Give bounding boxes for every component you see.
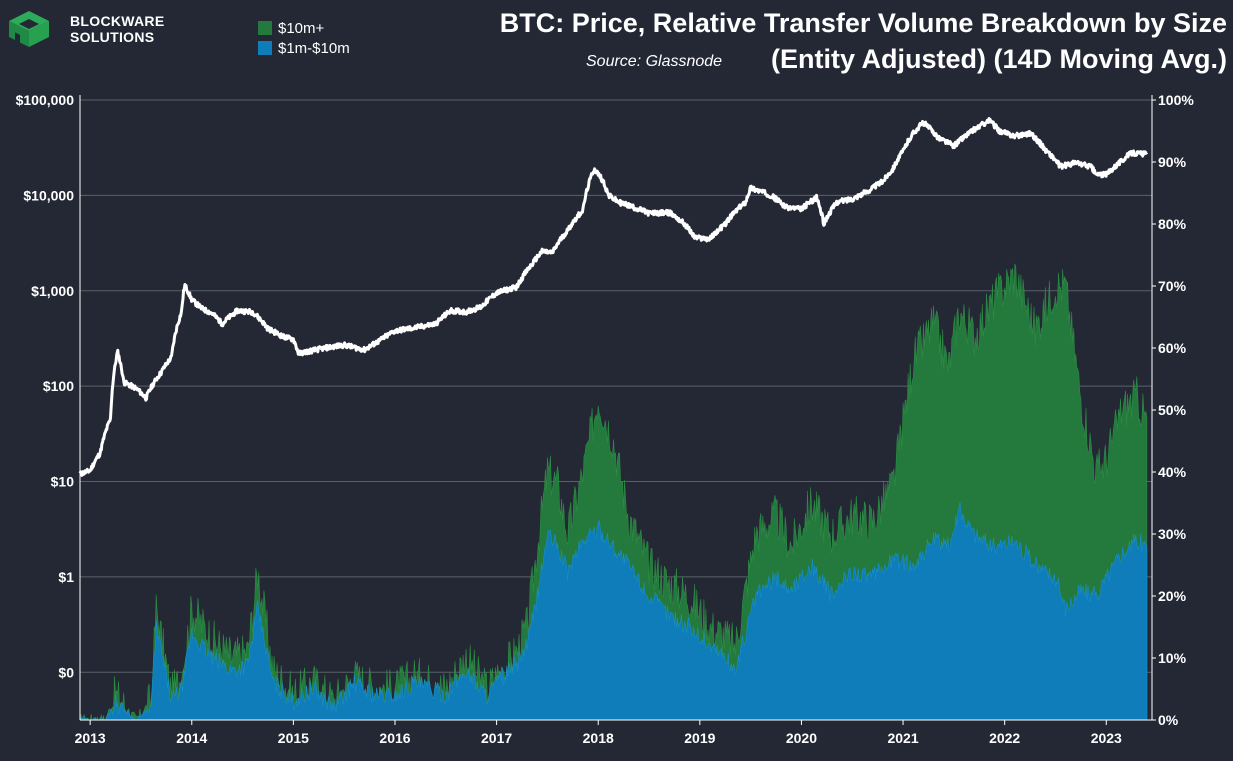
- right-tick-label: 10%: [1158, 650, 1187, 666]
- chart-legend: $10m+ $1m-$10m: [258, 18, 350, 58]
- left-tick-label: $10,000: [23, 187, 74, 203]
- left-tick-label: $10: [51, 474, 75, 490]
- right-tick-label: 20%: [1158, 588, 1187, 604]
- chart-axes: [79, 95, 1156, 725]
- volume-areas: [79, 263, 1148, 721]
- legend-item-10m-plus: $10m+: [258, 18, 350, 38]
- brand-line2: SOLUTIONS: [70, 29, 155, 45]
- cube-logo-icon: [9, 0, 49, 47]
- right-tick-label: 50%: [1158, 402, 1187, 418]
- x-tick-label: 2018: [583, 730, 614, 746]
- chart-title: BTC: Price, Relative Transfer Volume Bre…: [499, 8, 1227, 38]
- legend-item-1m-10m: $1m-$10m: [258, 38, 350, 58]
- left-axis-ticks: $0 $1 $10 $100 $1,000 $10,000 $100,000: [16, 92, 75, 680]
- brand-line1: BLOCKWARE: [70, 13, 165, 29]
- x-tick-label: 2014: [176, 730, 207, 746]
- x-tick-label: 2021: [887, 730, 918, 746]
- left-tick-label: $1,000: [31, 283, 74, 299]
- left-tick-label: $1: [58, 569, 74, 585]
- legend-swatch-green: [258, 21, 272, 35]
- left-tick-label: $100,000: [16, 92, 75, 108]
- right-tick-label: 80%: [1158, 216, 1187, 232]
- right-tick-label: 70%: [1158, 278, 1187, 294]
- right-tick-label: 60%: [1158, 340, 1187, 356]
- right-tick-label: 100%: [1158, 92, 1194, 108]
- legend-label-1m-10m: $1m-$10m: [278, 39, 350, 57]
- brand-logo: BLOCKWARE SOLUTIONS: [6, 0, 164, 50]
- x-tick-label: 2023: [1091, 730, 1122, 746]
- right-tick-label: 0%: [1158, 712, 1179, 728]
- right-axis-ticks: 0% 10% 20% 30% 40% 50% 60% 70% 80% 90% 100%: [1158, 92, 1194, 728]
- chart-title-line2: (Entity Adjusted) (14D Moving Avg.): [771, 44, 1227, 74]
- legend-label-10m-plus: $10m+: [278, 19, 325, 37]
- x-tick-label: 2020: [786, 730, 817, 746]
- x-tick-label: 2017: [481, 730, 512, 746]
- x-tick-label: 2019: [684, 730, 715, 746]
- x-axis-ticks: 2013 2014 2015 2016 2017 2018 2019 2020 2021 2022…: [75, 730, 1122, 746]
- right-tick-label: 30%: [1158, 526, 1187, 542]
- x-tick-label: 2022: [989, 730, 1020, 746]
- right-tick-label: 90%: [1158, 154, 1187, 170]
- price-line-group: [78, 117, 1149, 477]
- right-tick-label: 40%: [1158, 464, 1187, 480]
- legend-swatch-blue: [258, 41, 272, 55]
- x-tick-label: 2016: [379, 730, 410, 746]
- chart-source: Source: Glassnode: [586, 53, 723, 70]
- x-tick-label: 2015: [278, 730, 309, 746]
- left-tick-label: $0: [58, 664, 74, 680]
- left-tick-label: $100: [43, 378, 74, 394]
- x-tick-label: 2013: [75, 730, 106, 746]
- price-line: [78, 117, 1149, 477]
- area-1m-10m: [79, 501, 1148, 721]
